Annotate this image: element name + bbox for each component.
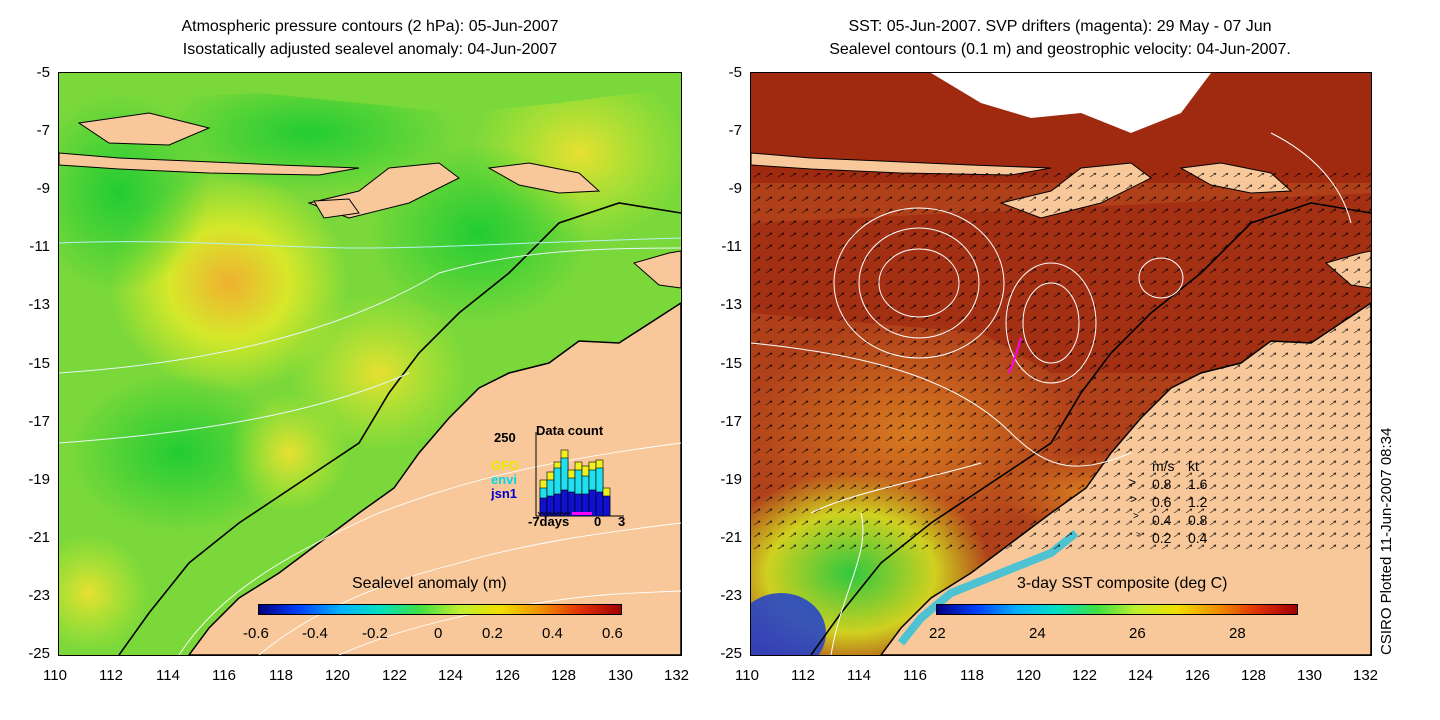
right-title-line1: SST: 05-Jun-2007. SVP drifters (magenta)… <box>848 18 1272 35</box>
right-title-line2: Sealevel contours (0.1 m) and geostrophi… <box>829 41 1291 58</box>
data-count-title: Data count <box>536 423 604 438</box>
data-count-inset: Data count 250 GFO envi jsn1 -7days 0 3 <box>490 420 640 530</box>
sla-colorbar <box>258 604 622 615</box>
sst-map <box>751 73 1371 655</box>
left-x-tick: 116 <box>212 667 236 684</box>
right-x-tick: 126 <box>1185 667 1211 684</box>
sla-colorbar-tick: -0.2 <box>362 625 388 642</box>
right-y-tick: -15 <box>720 355 742 372</box>
velocity-legend-kt: 0.8 <box>1188 512 1208 528</box>
sla-colorbar-tick: 0.2 <box>482 625 503 642</box>
right-y-tick: -7 <box>728 122 742 139</box>
right-x-tick: 128 <box>1241 667 1267 684</box>
left-y-tick: -23 <box>28 587 50 604</box>
data-count-max: 250 <box>494 430 516 445</box>
left-x-tick: 110 <box>43 667 67 684</box>
sst-colorbar-tick: 28 <box>1229 625 1246 642</box>
right-x-tick: 118 <box>960 667 984 684</box>
left-title-line2: Isostatically adjusted sealevel anomaly:… <box>182 41 558 58</box>
sla-colorbar-label: Sealevel anomaly (m) <box>352 575 507 592</box>
right-y-tick: -5 <box>728 64 742 81</box>
sla-colorbar-tick: 0.6 <box>602 625 623 642</box>
velocity-legend-kt: 1.6 <box>1188 476 1208 492</box>
right-map <box>750 72 1372 656</box>
right-x-tick: 114 <box>847 667 871 684</box>
velocity-legend-kt: 0.4 <box>1188 530 1208 546</box>
sst-colorbar <box>936 604 1298 615</box>
right-y-tick: -21 <box>720 529 742 546</box>
velocity-legend-header-ms: m/s <box>1152 458 1175 474</box>
right-x-tick: 112 <box>791 667 815 684</box>
data-count-bars <box>535 432 624 517</box>
velocity-arrow-icon: > <box>1128 474 1137 490</box>
velocity-legend-ms: 0.2 <box>1152 530 1172 546</box>
right-x-tick: 120 <box>1016 667 1042 684</box>
left-map <box>58 72 682 656</box>
left-x-tick: 126 <box>495 667 521 684</box>
left-y-tick: -17 <box>28 413 50 430</box>
right-x-tick: 110 <box>735 667 759 684</box>
velocity-legend-kt: 1.2 <box>1188 494 1208 510</box>
sla-colorbar-tick: 0 <box>434 625 443 642</box>
plot-credit: CSIRO Plotted 11-Jun-2007 08:34 <box>1378 427 1395 655</box>
sst-colorbar-label: 3-day SST composite (deg C) <box>1017 575 1228 592</box>
left-y-tick: -9 <box>36 180 50 197</box>
velocity-legend-ms: 0.6 <box>1152 494 1172 510</box>
sst-colorbar-tick: 22 <box>929 625 946 642</box>
velocity-legend-ms: 0.8 <box>1152 476 1172 492</box>
sla-colorbar-tick: -0.6 <box>243 625 269 642</box>
legend-jsn1: jsn1 <box>491 486 518 501</box>
sealevel-anomaly-map <box>59 73 681 655</box>
sla-colorbar-tick: -0.4 <box>302 625 328 642</box>
right-x-tick: 122 <box>1072 667 1098 684</box>
left-y-tick: -5 <box>36 64 50 81</box>
right-x-tick: 130 <box>1297 667 1323 684</box>
left-y-tick: -15 <box>28 355 50 372</box>
left-y-tick: -13 <box>28 296 50 313</box>
right-y-tick: -19 <box>720 471 742 488</box>
velocity-legend-ms: 0.4 <box>1152 512 1172 528</box>
sst-colorbar-tick: 24 <box>1029 625 1046 642</box>
left-y-tick: -7 <box>36 122 50 139</box>
left-title-line1: Atmospheric pressure contours (2 hPa): 0… <box>181 18 559 35</box>
right-y-tick: -23 <box>720 587 742 604</box>
velocity-legend: m/s kt > 0.8 1.6 > 0.6 1.2 > 0.4 0.8 > 0… <box>1128 458 1238 548</box>
right-y-tick: -11 <box>721 238 742 255</box>
sla-colorbar-tick: 0.4 <box>542 625 563 642</box>
velocity-arrow-icon: > <box>1130 492 1138 506</box>
data-count-x-zero: 0 <box>594 514 602 529</box>
right-x-tick: 116 <box>903 667 927 684</box>
left-x-tick: 112 <box>99 667 123 684</box>
right-y-tick: -13 <box>720 296 742 313</box>
right-y-tick: -9 <box>728 180 742 197</box>
legend-gfo: GFO <box>491 458 520 473</box>
right-x-tick: 124 <box>1128 667 1154 684</box>
data-count-x-start: -7days <box>528 514 570 529</box>
left-x-tick: 128 <box>551 667 577 684</box>
left-x-tick: 114 <box>156 667 180 684</box>
right-y-tick: -17 <box>720 413 742 430</box>
left-y-tick: -19 <box>28 471 50 488</box>
left-x-tick: 118 <box>269 667 293 684</box>
velocity-legend-header-kt: kt <box>1188 458 1199 474</box>
left-x-tick: 130 <box>608 667 634 684</box>
left-y-tick: -21 <box>28 529 50 546</box>
left-y-tick: -25 <box>28 645 50 662</box>
left-x-tick: 122 <box>382 667 408 684</box>
right-x-tick: 132 <box>1353 667 1379 684</box>
sst-colorbar-tick: 26 <box>1129 625 1146 642</box>
velocity-arrow-icon: > <box>1133 511 1139 522</box>
left-x-tick: 120 <box>325 667 351 684</box>
legend-envi: envi <box>491 472 518 487</box>
left-x-tick: 124 <box>438 667 464 684</box>
velocity-arrow-icon: > <box>1136 530 1141 539</box>
data-count-x-end: 3 <box>618 514 626 529</box>
left-y-tick: -11 <box>29 238 50 255</box>
right-y-tick: -25 <box>720 645 742 662</box>
left-x-tick: 132 <box>664 667 690 684</box>
